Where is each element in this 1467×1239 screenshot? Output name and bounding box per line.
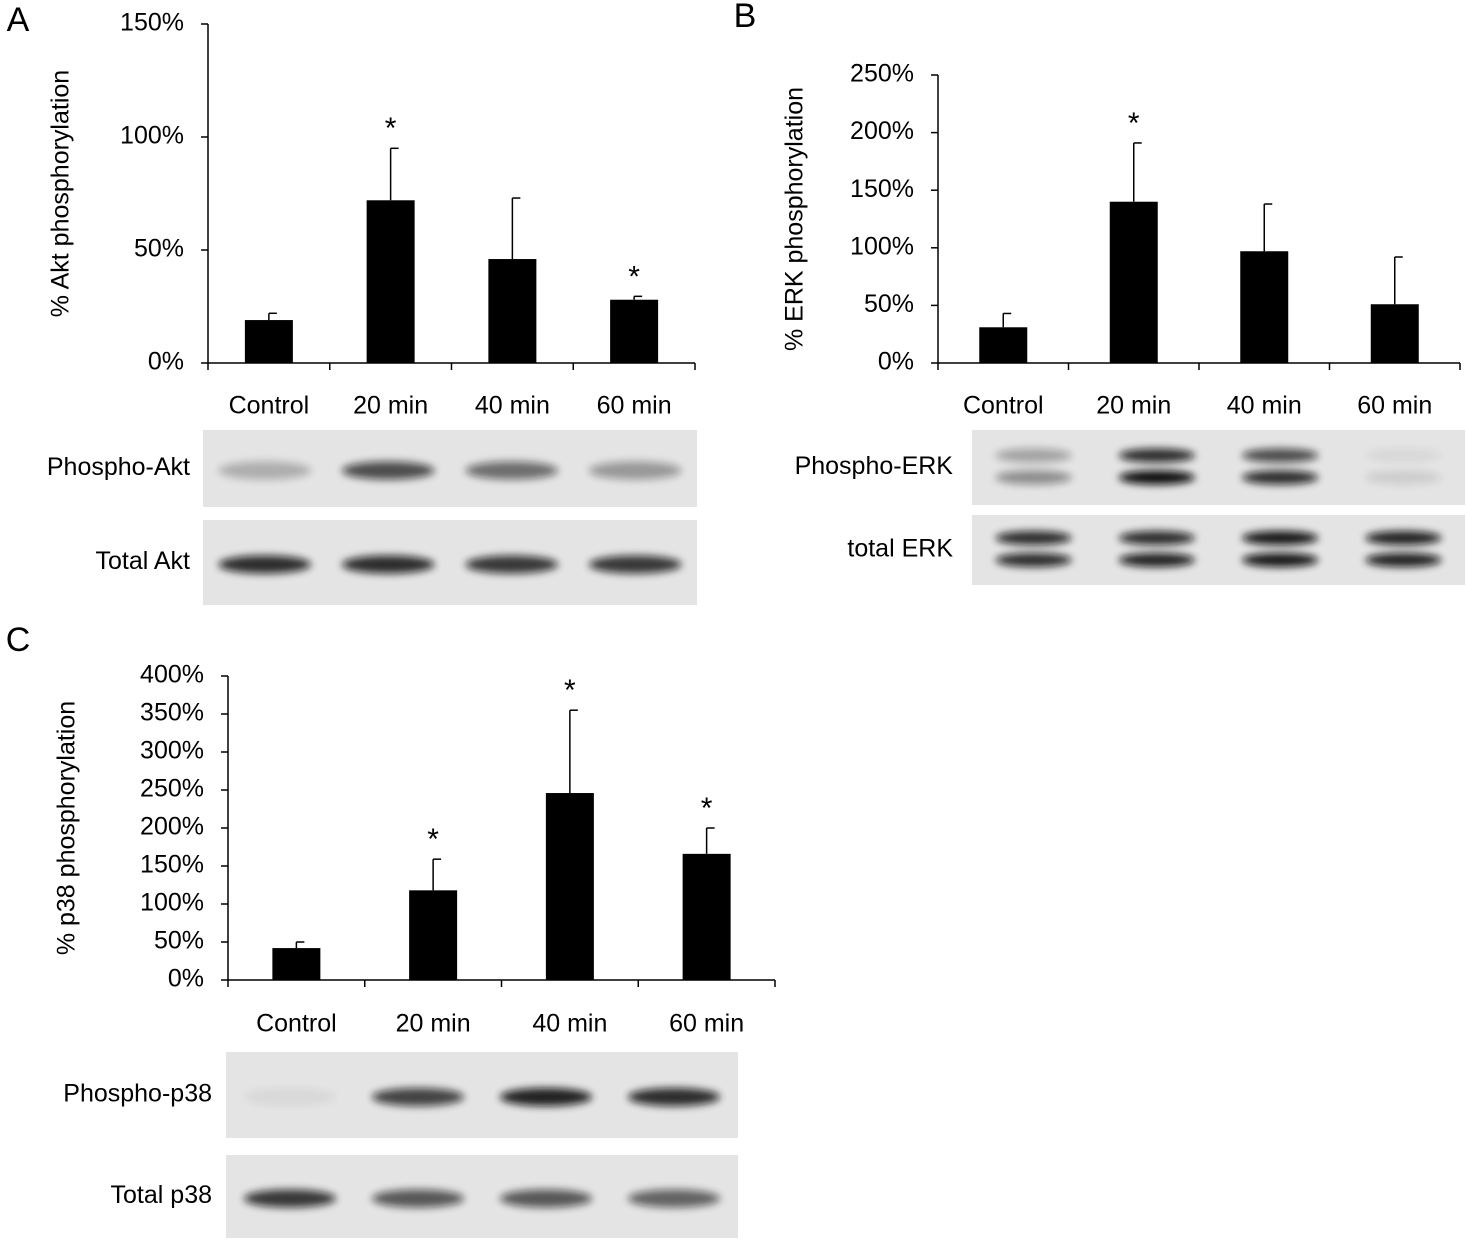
blot-band — [218, 461, 312, 480]
blot-band — [995, 448, 1072, 463]
y-tick-label: 100% — [140, 889, 204, 917]
x-tick-label: 20 min — [396, 1010, 471, 1038]
x-tick-label: 40 min — [1227, 392, 1302, 420]
bar — [1370, 304, 1419, 363]
blot-label: Total p38 — [111, 1181, 212, 1209]
bar — [488, 259, 537, 363]
blot-background — [972, 430, 1465, 505]
blot-band — [1241, 531, 1319, 545]
x-tick-label: 60 min — [669, 1010, 744, 1038]
x-tick-label: 60 min — [1357, 392, 1432, 420]
x-tick-label: 20 min — [353, 392, 428, 420]
blot-band — [588, 461, 682, 480]
y-tick-label: 150% — [850, 175, 914, 203]
y-axis-label: % p38 phosphorylation — [53, 701, 81, 955]
blot-band — [218, 555, 312, 574]
blot-band — [499, 1189, 593, 1208]
blot-band — [371, 1088, 465, 1106]
bar — [1240, 251, 1289, 363]
blot-band — [465, 461, 559, 480]
bar — [682, 853, 731, 980]
y-axis-label: % ERK phosphorylation — [781, 87, 809, 351]
blot-band — [243, 1189, 337, 1208]
x-tick-label: Control — [229, 392, 310, 420]
blot-band — [995, 531, 1072, 545]
y-tick-label: 350% — [140, 699, 204, 727]
x-tick-label: 40 min — [475, 392, 550, 420]
significance-star: * — [1128, 107, 1140, 140]
x-tick-label: 60 min — [597, 392, 672, 420]
significance-star: * — [385, 112, 397, 145]
blot-band — [1118, 553, 1196, 567]
bar — [272, 948, 321, 980]
blot-band — [627, 1189, 721, 1208]
bar — [1109, 201, 1158, 363]
blot-band — [995, 470, 1072, 485]
significance-star: * — [628, 260, 640, 293]
blot-band — [1365, 531, 1442, 545]
blot-band — [341, 461, 435, 480]
y-tick-label: 0% — [878, 348, 914, 376]
y-tick-label: 250% — [850, 60, 914, 88]
significance-star: * — [564, 674, 576, 707]
blot-label: Total Akt — [96, 547, 191, 575]
y-tick-label: 300% — [140, 737, 204, 765]
significance-star: * — [427, 823, 439, 856]
panel-letter: C — [6, 621, 31, 659]
blot-band — [341, 555, 435, 574]
blot-label: Phospho-ERK — [795, 452, 954, 480]
blot-label: Phospho-Akt — [47, 453, 190, 481]
y-tick-label: 250% — [140, 775, 204, 803]
blot-band — [1118, 531, 1196, 545]
panel-letter: B — [734, 0, 757, 35]
blot-band — [371, 1189, 465, 1208]
blot-background — [972, 515, 1465, 585]
bar — [979, 327, 1028, 363]
x-tick-label: Control — [256, 1010, 337, 1038]
y-axis-label: % Akt phosphorylation — [47, 70, 75, 317]
x-tick-label: 20 min — [1096, 392, 1171, 420]
y-tick-label: 150% — [120, 9, 184, 37]
blot-band — [465, 555, 559, 574]
y-tick-label: 0% — [148, 348, 184, 376]
bar — [610, 299, 659, 363]
blot-band — [627, 1088, 721, 1106]
x-tick-label: 40 min — [532, 1010, 607, 1038]
bar — [366, 200, 415, 363]
y-tick-label: 400% — [140, 661, 204, 689]
y-tick-label: 50% — [134, 235, 184, 263]
blot-band — [499, 1088, 593, 1106]
blot-band — [1118, 470, 1196, 485]
x-tick-label: Control — [963, 392, 1044, 420]
blot-band — [1241, 470, 1319, 485]
blot-band — [1365, 553, 1442, 567]
significance-star: * — [701, 792, 713, 825]
panel-letter: A — [7, 1, 30, 39]
bar — [545, 793, 594, 980]
y-tick-label: 150% — [140, 851, 204, 879]
blot-band — [1118, 448, 1196, 463]
y-tick-label: 200% — [850, 117, 914, 145]
blot-band — [1365, 470, 1442, 485]
blot-label: Phospho-p38 — [63, 1080, 212, 1108]
bar — [409, 890, 458, 980]
y-tick-label: 200% — [140, 813, 204, 841]
blot-band — [1241, 553, 1319, 567]
blot-band — [1365, 448, 1442, 463]
blot-band — [588, 555, 682, 574]
blot-band — [243, 1088, 337, 1106]
y-tick-label: 50% — [154, 927, 204, 955]
blot-label: total ERK — [847, 535, 953, 563]
y-tick-label: 100% — [850, 232, 914, 260]
y-tick-label: 100% — [120, 122, 184, 150]
blot-band — [995, 553, 1072, 567]
bar — [244, 320, 293, 363]
y-tick-label: 0% — [168, 965, 204, 993]
y-tick-label: 50% — [864, 290, 914, 318]
blot-band — [1241, 448, 1319, 463]
